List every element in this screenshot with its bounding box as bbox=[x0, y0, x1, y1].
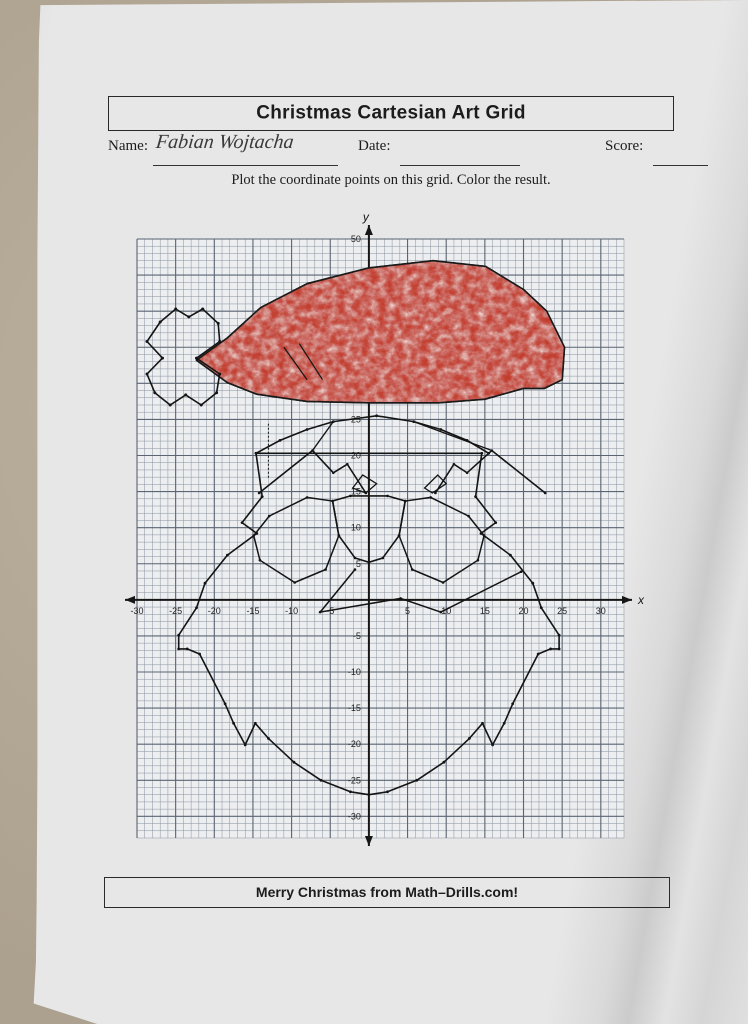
svg-text:x: x bbox=[637, 593, 645, 607]
svg-text:y: y bbox=[362, 210, 370, 224]
